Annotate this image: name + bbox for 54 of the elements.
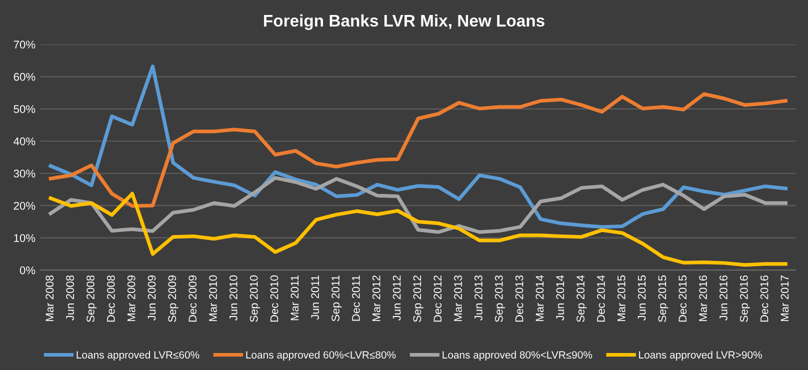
legend-label: Loans approved 60%<LVR≤80% <box>246 350 396 361</box>
x-tick-label: Sep 2012 <box>413 276 424 322</box>
x-tick-label: Dec 2016 <box>760 275 768 322</box>
x-tick-label: Mar 2012 <box>372 276 380 321</box>
x-tick-label: Mar 2010 <box>209 275 217 321</box>
line-series <box>48 92 788 208</box>
x-tick-label: Jun 2011 <box>311 276 320 320</box>
line-series <box>48 192 788 267</box>
y-tick-label: 30% <box>14 170 36 178</box>
y-tick-label: 70% <box>14 40 36 49</box>
x-tick-label: Sep 2010 <box>250 275 260 322</box>
line-series <box>48 64 788 229</box>
chart-title: Foreign Banks LVR Mix, New Loans <box>264 14 544 30</box>
y-tick-label: 0% <box>20 266 36 274</box>
y-tick-label: 40% <box>14 137 36 146</box>
legend-label: Loans approved 80%<LVR≤90% <box>442 350 592 361</box>
y-tick-label: 60% <box>14 72 36 81</box>
x-tick-label: Dec 2008 <box>106 275 115 322</box>
x-tick-label: Dec 2013 <box>515 275 524 322</box>
x-tick-label: Mar 2008 <box>46 275 54 321</box>
x-tick-label: Sep 2014 <box>576 275 587 322</box>
x-tick-label: Dec 2014 <box>597 275 605 322</box>
x-tick-label: Jun 2014 <box>556 275 564 321</box>
x-tick-label: Mar 2011 <box>290 276 299 320</box>
x-tick-label: Sep 2008 <box>86 275 97 322</box>
line-series <box>48 176 788 234</box>
legend-label: Loans approved LVR>90% <box>639 350 762 361</box>
x-tick-label: Jun 2013 <box>474 275 482 321</box>
x-tick-label: Mar 2016 <box>699 275 707 321</box>
x-tick-label: Sep 2015 <box>658 275 668 322</box>
x-tick-label: Mar 2014 <box>536 275 544 321</box>
x-tick-label: Mar 2017 <box>780 276 789 321</box>
y-tick-label: 20% <box>14 202 36 210</box>
x-tick-label: Dec 2010 <box>270 275 278 322</box>
x-tick-label: Jun 2015 <box>638 275 646 321</box>
x-tick-label: Jun 2008 <box>66 275 74 321</box>
x-tick-label: Sep 2009 <box>168 275 178 322</box>
x-tick-label: Sep 2011 <box>332 276 342 322</box>
y-tick-label: 10% <box>14 234 36 242</box>
x-tick-label: Dec 2012 <box>434 276 442 322</box>
x-tick-label: Jun 2009 <box>148 275 156 321</box>
legend-label: Loans approved LVR≤60% <box>76 350 200 361</box>
x-tick-label: Jun 2016 <box>720 275 728 321</box>
x-tick-label: Jun 2010 <box>229 275 238 321</box>
x-tick-label: Dec 2009 <box>188 275 197 322</box>
x-tick-label: Mar 2015 <box>617 275 626 321</box>
x-tick-label: Mar 2013 <box>454 275 462 321</box>
y-tick-label: 50% <box>14 105 36 114</box>
x-tick-label: Dec 2011 <box>352 276 360 321</box>
x-tick-label: Mar 2009 <box>127 275 136 321</box>
x-tick-label: Sep 2016 <box>740 275 750 322</box>
x-tick-label: Jun 2012 <box>392 276 401 321</box>
x-tick-label: Sep 2013 <box>494 275 505 322</box>
x-tick-label: Dec 2015 <box>678 275 687 322</box>
